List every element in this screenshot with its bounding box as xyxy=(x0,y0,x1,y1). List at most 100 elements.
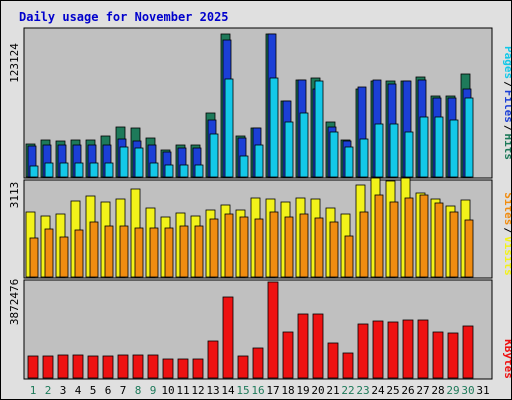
bar-sites-day-16 xyxy=(254,218,264,278)
bar-sites-day-19 xyxy=(299,213,309,278)
bar-kbytes-day-6 xyxy=(102,355,114,379)
bar-pages-day-19 xyxy=(299,112,309,178)
x-tick-day-26: 26 xyxy=(401,384,414,397)
x-tick-day-28: 28 xyxy=(431,384,444,397)
bar-pages-day-4 xyxy=(74,162,84,178)
x-tick-day-24: 24 xyxy=(371,384,385,397)
x-tick-day-22: 22 xyxy=(341,384,354,397)
bar-sites-day-10 xyxy=(164,227,174,278)
legend-sites: Sites xyxy=(502,192,511,225)
bar-sites-day-24 xyxy=(374,194,384,278)
bar-sites-day-28 xyxy=(434,202,444,278)
legend-separator: / xyxy=(502,227,511,234)
x-tick-day-5: 5 xyxy=(90,384,97,397)
bar-kbytes-day-18 xyxy=(282,331,294,379)
bar-pages-day-8 xyxy=(134,147,144,178)
y-max-label-hits: 123124 xyxy=(8,43,21,83)
bar-pages-day-12 xyxy=(194,164,204,178)
bar-sites-day-12 xyxy=(194,225,204,278)
x-tick-day-18: 18 xyxy=(281,384,294,397)
bar-sites-day-11 xyxy=(179,225,189,278)
bar-sites-day-30 xyxy=(464,219,474,278)
x-tick-day-20: 20 xyxy=(311,384,324,397)
bar-kbytes-day-29 xyxy=(447,332,459,379)
bar-sites-day-23 xyxy=(359,211,369,278)
bar-kbytes-day-10 xyxy=(162,358,174,379)
bar-sites-day-21 xyxy=(329,221,339,278)
legend-separator: / xyxy=(502,125,511,132)
x-tick-day-1: 1 xyxy=(30,384,37,397)
bar-kbytes-day-23 xyxy=(357,323,369,379)
bar-pages-day-16 xyxy=(254,144,264,178)
bar-kbytes-day-3 xyxy=(57,354,69,379)
bar-sites-day-27 xyxy=(419,194,429,278)
legend-visits-sites: Sites / Visits xyxy=(502,192,511,276)
bar-pages-day-9 xyxy=(149,162,159,178)
bar-pages-day-11 xyxy=(179,164,189,178)
x-tick-day-6: 6 xyxy=(105,384,112,397)
bar-sites-day-22 xyxy=(344,235,354,278)
x-tick-day-21: 21 xyxy=(326,384,339,397)
bar-sites-day-5 xyxy=(89,221,99,278)
bar-kbytes-day-26 xyxy=(402,319,414,379)
bar-sites-day-2 xyxy=(44,228,54,278)
bar-pages-day-17 xyxy=(269,77,279,178)
x-tick-day-23: 23 xyxy=(356,384,369,397)
bar-kbytes-day-22 xyxy=(342,352,354,379)
x-tick-day-12: 12 xyxy=(191,384,204,397)
x-tick-day-14: 14 xyxy=(221,384,235,397)
bar-pages-day-30 xyxy=(464,97,474,178)
bar-kbytes-day-11 xyxy=(177,358,189,379)
y-max-label-visits: 3113 xyxy=(8,182,21,209)
bar-kbytes-day-16 xyxy=(252,347,264,379)
x-tick-day-31: 31 xyxy=(476,384,489,397)
panel-kbytes xyxy=(23,279,493,380)
bar-pages-day-25 xyxy=(389,123,399,178)
x-tick-day-11: 11 xyxy=(176,384,189,397)
bar-sites-day-26 xyxy=(404,197,414,278)
x-tick-day-29: 29 xyxy=(446,384,459,397)
bar-sites-day-17 xyxy=(269,211,279,278)
bar-sites-day-20 xyxy=(314,217,324,278)
bar-pages-day-2 xyxy=(44,162,54,178)
bar-kbytes-day-27 xyxy=(417,319,429,379)
bar-sites-day-1 xyxy=(29,237,39,278)
x-tick-day-27: 27 xyxy=(416,384,429,397)
bar-sites-day-25 xyxy=(389,201,399,278)
bar-sites-day-6 xyxy=(104,225,114,278)
x-tick-day-7: 7 xyxy=(120,384,127,397)
bar-pages-day-1 xyxy=(29,165,39,178)
bar-pages-day-6 xyxy=(104,162,114,178)
bar-pages-day-27 xyxy=(419,116,429,178)
legend-kbytes-label: KBytes xyxy=(502,339,511,379)
bar-pages-day-7 xyxy=(119,146,129,178)
bar-kbytes-day-30 xyxy=(462,325,474,379)
bar-kbytes-day-17 xyxy=(267,281,279,379)
bar-kbytes-day-14 xyxy=(222,296,234,379)
legend-hits-files-pages: Pages / Files / Hits xyxy=(502,46,511,160)
bar-sites-day-7 xyxy=(119,225,129,278)
bar-kbytes-day-24 xyxy=(372,320,384,379)
x-tick-day-4: 4 xyxy=(75,384,82,397)
bar-kbytes-day-28 xyxy=(432,331,444,379)
x-tick-day-8: 8 xyxy=(135,384,142,397)
bar-pages-day-13 xyxy=(209,133,219,178)
chart-title: Daily usage for November 2025 xyxy=(19,10,229,24)
x-tick-day-13: 13 xyxy=(206,384,219,397)
bar-kbytes-day-4 xyxy=(72,354,84,379)
bar-pages-day-26 xyxy=(404,131,414,178)
bar-pages-day-5 xyxy=(89,162,99,178)
x-tick-day-25: 25 xyxy=(386,384,399,397)
bar-pages-day-15 xyxy=(239,155,249,178)
bar-pages-day-23 xyxy=(359,138,369,178)
bar-kbytes-day-8 xyxy=(132,354,144,379)
x-tick-day-3: 3 xyxy=(60,384,67,397)
bar-pages-day-20 xyxy=(314,80,324,178)
svg-text:Sites/Visits: Sites / Visits xyxy=(502,192,511,276)
bar-marks xyxy=(25,33,474,379)
bar-kbytes-day-19 xyxy=(297,313,309,379)
bar-sites-day-9 xyxy=(149,227,159,278)
x-axis-day-labels: 1 2 3 4 5 6 7 8 9 10 11 12 13 14 15 16 17 18 19 20 21 22 23 24 2… xyxy=(30,384,490,397)
legend-separator: / xyxy=(502,81,511,88)
bar-kbytes-day-2 xyxy=(42,355,54,379)
